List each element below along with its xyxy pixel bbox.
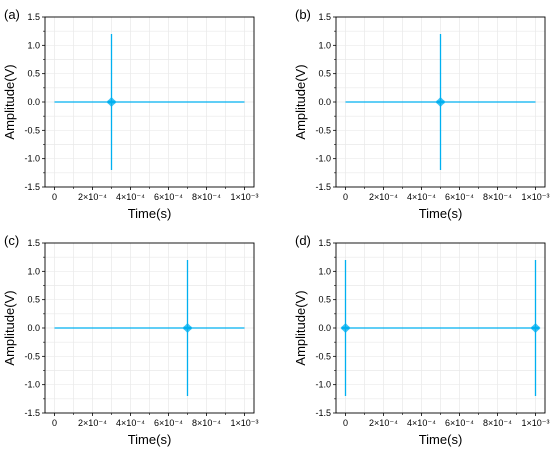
y-tick-label: -1.0 [24,380,40,390]
y-tick-label: 1.5 [318,238,331,248]
x-tick-label: 0 [343,418,348,428]
y-tick-label: 0.0 [27,97,40,107]
x-tick-label: 6×10⁻⁴ [154,192,183,202]
x-tick-label: 0 [52,418,57,428]
x-tick-label: 4×10⁻⁴ [407,192,436,202]
y-axis-label: Amplitude(V) [293,290,308,365]
x-tick-label: 0 [343,192,348,202]
x-tick-label: 6×10⁻⁴ [445,418,474,428]
x-tick-label: 6×10⁻⁴ [154,418,183,428]
panel-label: (a) [4,7,20,22]
y-tick-label: 1.0 [27,40,40,50]
panel-label: (b) [295,7,311,22]
y-tick-label: -0.5 [315,125,331,135]
y-tick-label: -0.5 [315,351,331,361]
y-tick-label: 1.5 [27,12,40,22]
y-axis-label: Amplitude(V) [293,64,308,139]
x-tick-label: 8×10⁻⁴ [483,192,512,202]
y-tick-label: -1.5 [315,408,331,418]
y-tick-label: -0.5 [24,125,40,135]
x-axis-label: Time(s) [128,206,172,221]
x-tick-label: 8×10⁻⁴ [192,192,221,202]
x-tick-label: 4×10⁻⁴ [407,418,436,428]
y-tick-label: -1.5 [24,182,40,192]
y-tick-label: -1.0 [24,154,40,164]
x-tick-label: 2×10⁻⁴ [78,418,107,428]
y-tick-label: 0.5 [27,295,40,305]
y-tick-label: 0.5 [318,295,331,305]
y-tick-label: 1.5 [27,238,40,248]
y-tick-label: 0.0 [318,323,331,333]
y-tick-label: 1.0 [318,266,331,276]
x-axis-label: Time(s) [419,206,463,221]
y-tick-label: -1.0 [315,380,331,390]
panel-label: (c) [4,233,19,248]
y-tick-label: -1.5 [24,408,40,418]
chart-panel-2: 0 2×10⁻⁴ 4×10⁻⁴ 6×10⁻⁴ 8×10⁻⁴ 1×10⁻³ -1.5 -1.0 -… [2,233,259,447]
x-axis-label: Time(s) [128,432,172,447]
x-axis-label: Time(s) [419,432,463,447]
y-tick-label: -0.5 [24,351,40,361]
y-tick-label: 1.5 [318,12,331,22]
chart-panel-0: 0 2×10⁻⁴ 4×10⁻⁴ 6×10⁻⁴ 8×10⁻⁴ 1×10⁻³ -1.5 -1.0 -… [2,7,259,221]
y-tick-label: 1.0 [318,40,331,50]
x-tick-label: 8×10⁻⁴ [192,418,221,428]
chart-panel-1: 0 2×10⁻⁴ 4×10⁻⁴ 6×10⁻⁴ 8×10⁻⁴ 1×10⁻³ -1.5 -1.0 -… [293,7,550,221]
y-tick-label: 0.0 [27,323,40,333]
x-tick-label: 8×10⁻⁴ [483,418,512,428]
x-tick-label: 2×10⁻⁴ [78,192,107,202]
x-tick-label: 4×10⁻⁴ [116,418,145,428]
y-axis-label: Amplitude(V) [2,64,17,139]
y-axis-label: Amplitude(V) [2,290,17,365]
x-tick-label: 1×10⁻³ [230,418,258,428]
x-tick-label: 4×10⁻⁴ [116,192,145,202]
x-tick-label: 1×10⁻³ [521,418,549,428]
x-tick-label: 6×10⁻⁴ [445,192,474,202]
x-tick-label: 0 [52,192,57,202]
panel-label: (d) [295,233,311,248]
y-tick-label: 0.5 [27,69,40,79]
y-tick-label: 0.5 [318,69,331,79]
chart-panel-3: 0 2×10⁻⁴ 4×10⁻⁴ 6×10⁻⁴ 8×10⁻⁴ 1×10⁻³ -1.5 -1.0 -… [293,233,550,447]
y-tick-label: -1.5 [315,182,331,192]
y-tick-label: 1.0 [27,266,40,276]
x-tick-label: 2×10⁻⁴ [369,418,398,428]
x-tick-label: 1×10⁻³ [230,192,258,202]
y-tick-label: 0.0 [318,97,331,107]
y-tick-label: -1.0 [315,154,331,164]
x-tick-label: 1×10⁻³ [521,192,549,202]
x-tick-label: 2×10⁻⁴ [369,192,398,202]
